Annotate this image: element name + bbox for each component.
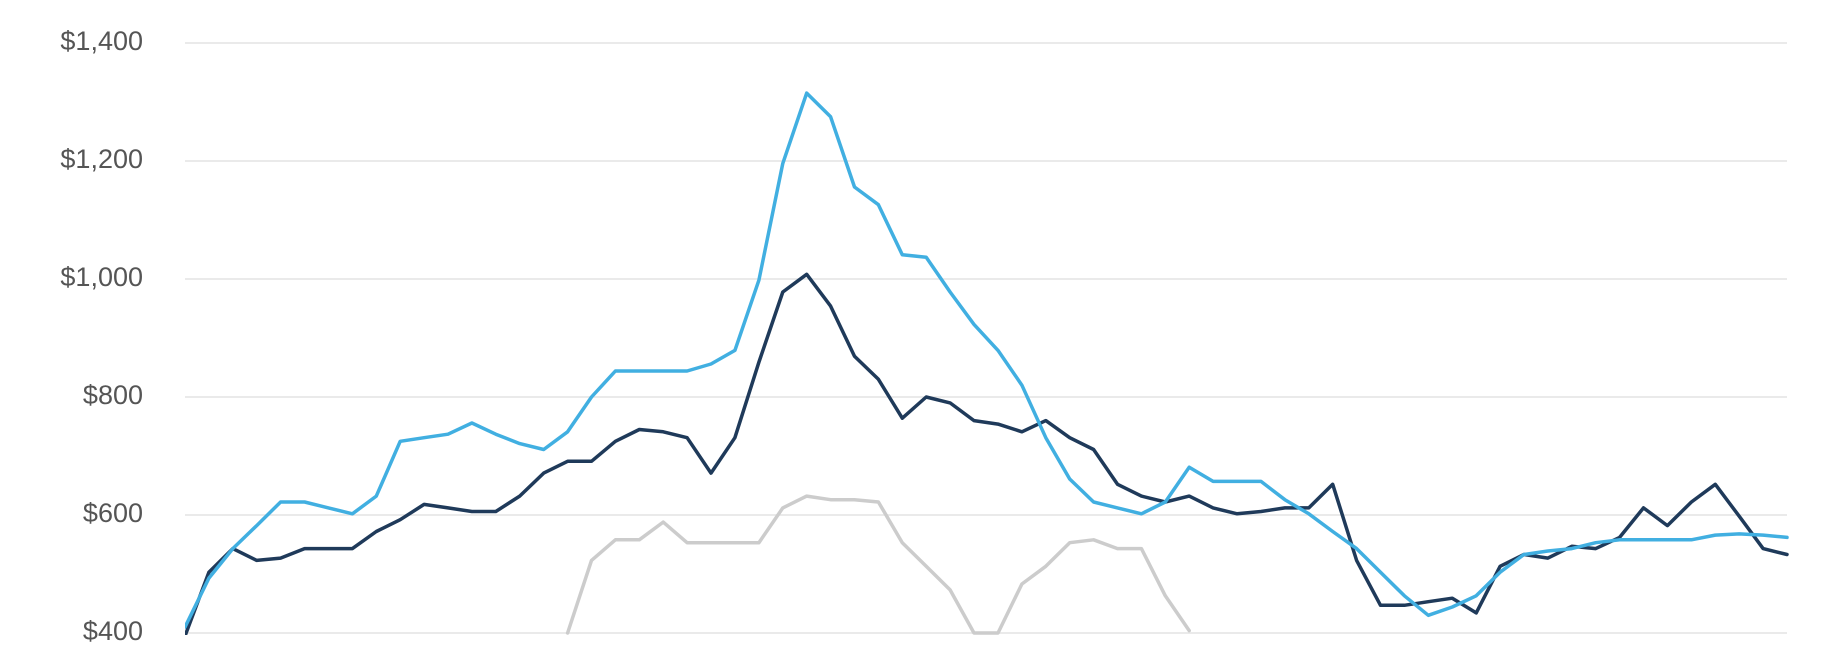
series-line [565, 494, 1191, 635]
series-line [185, 272, 1789, 635]
y-tick-label: $400 [83, 616, 143, 646]
y-tick-label: $1,000 [60, 262, 143, 292]
series-line [185, 91, 1789, 629]
y-tick-label: $800 [83, 380, 143, 410]
y-tick-label: $1,200 [60, 144, 143, 174]
y-tick-label: $600 [83, 498, 143, 528]
y-tick-label: $1,400 [60, 26, 143, 56]
plot-area [185, 91, 1789, 635]
